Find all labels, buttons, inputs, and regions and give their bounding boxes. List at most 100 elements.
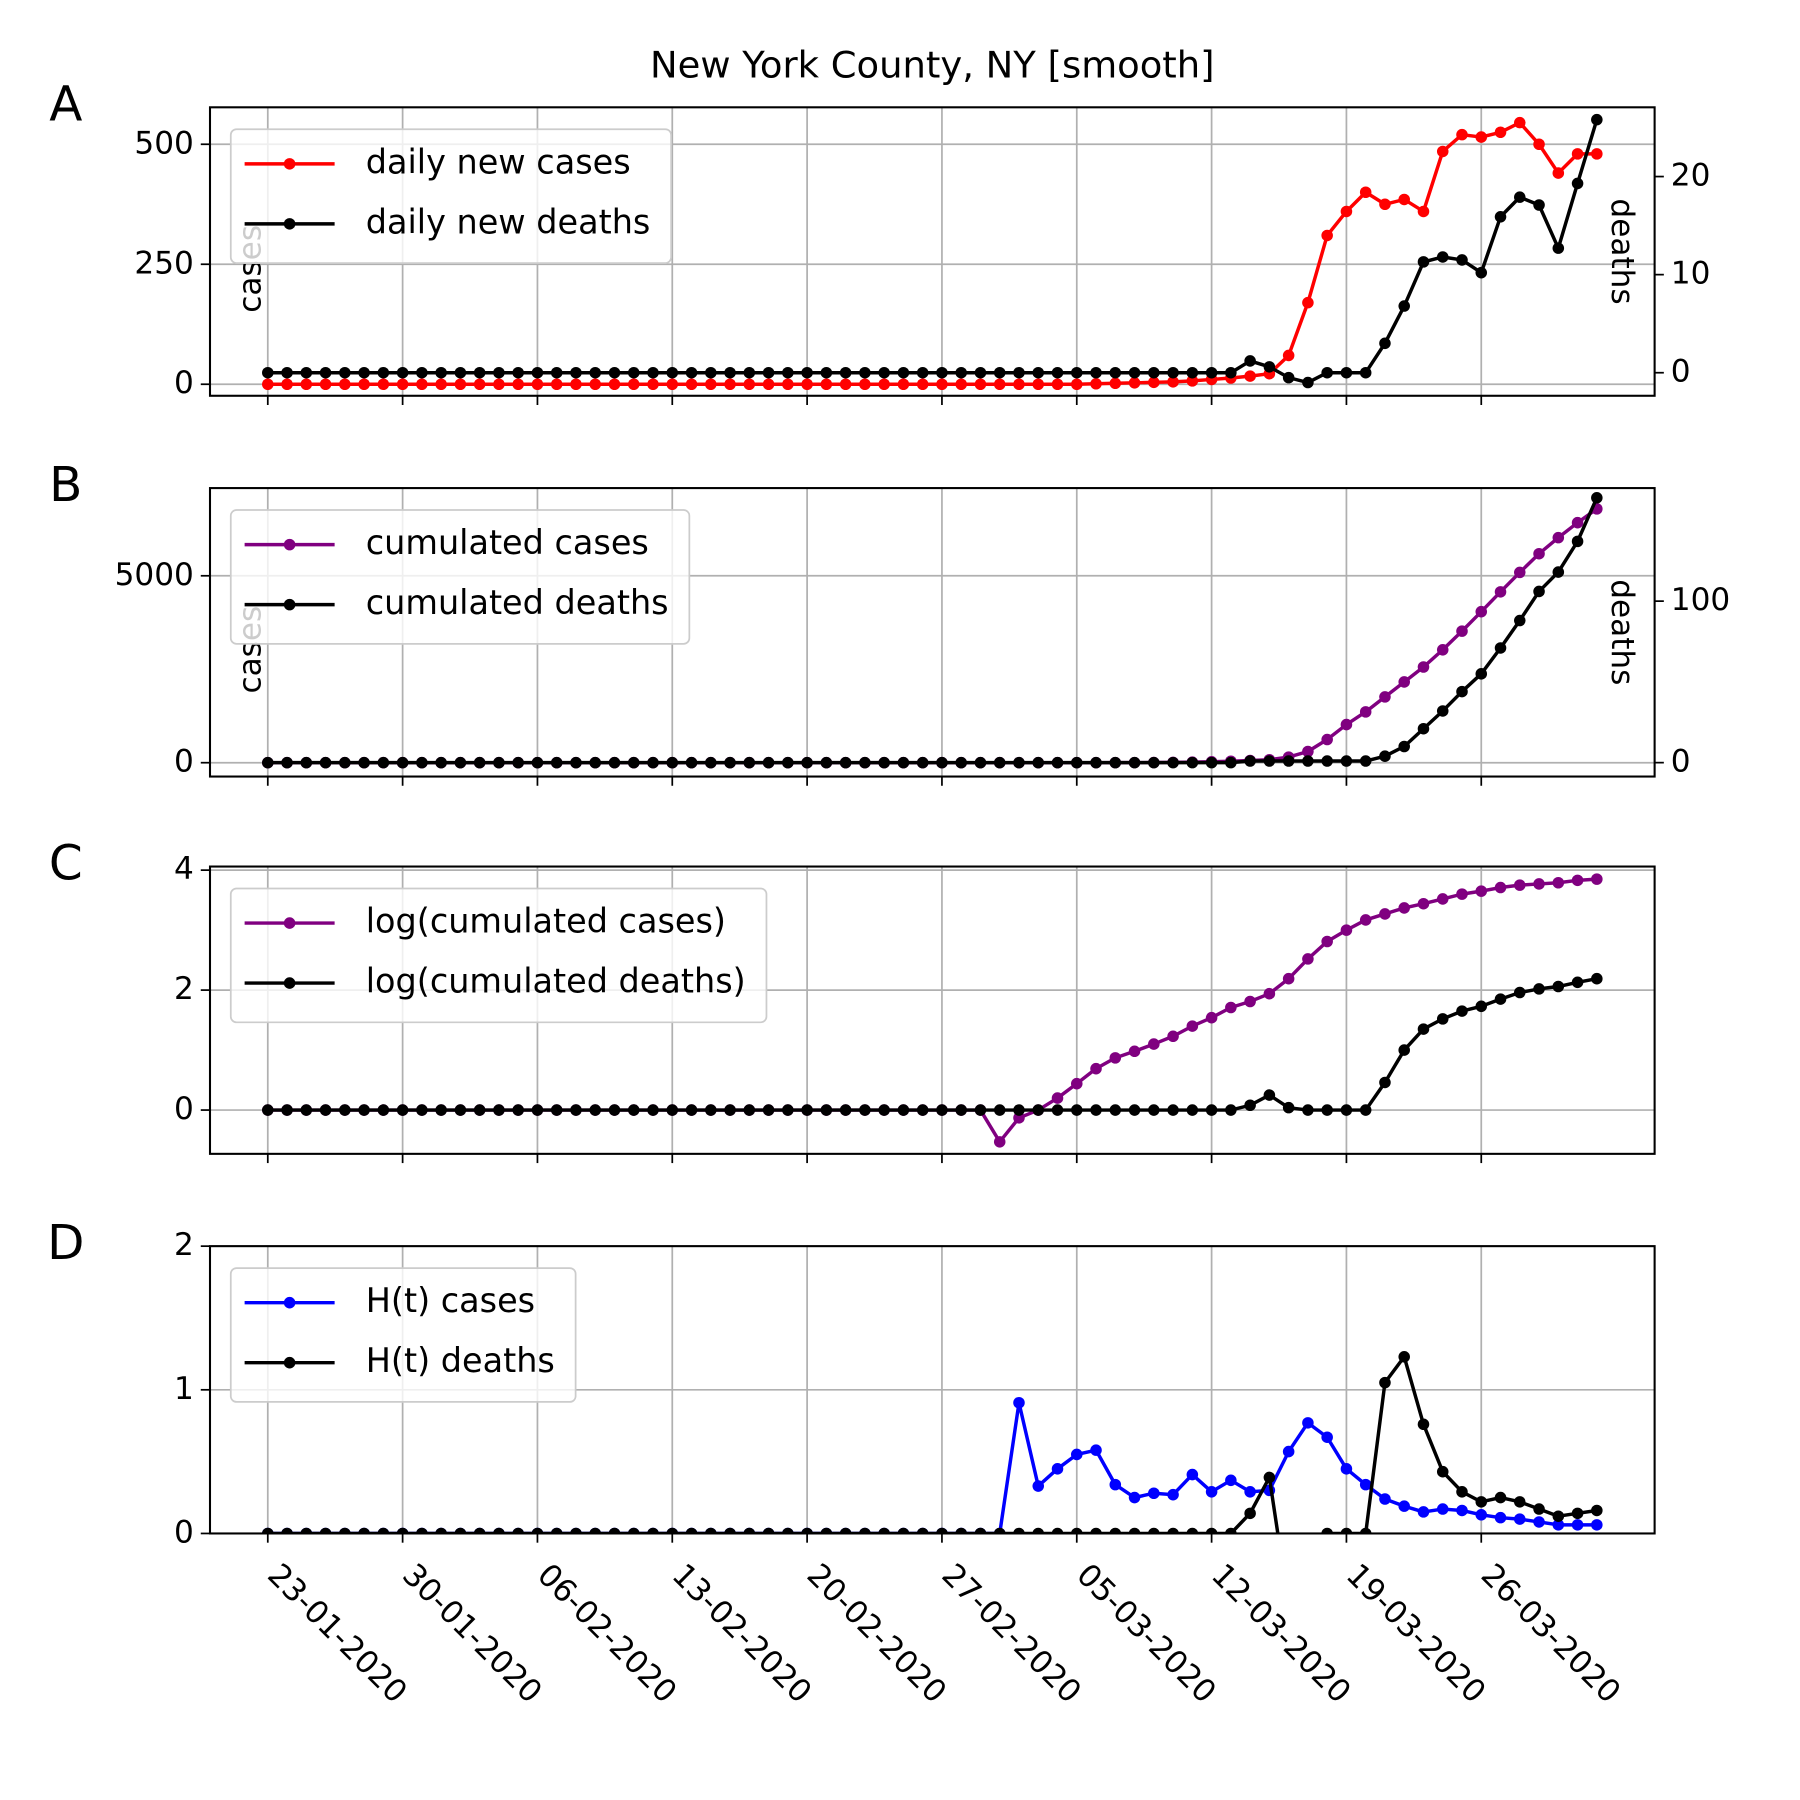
data-point — [1379, 1493, 1391, 1505]
data-point — [608, 1527, 621, 1534]
data-point — [339, 1104, 351, 1116]
data-point — [916, 756, 929, 769]
data-point — [1013, 1104, 1025, 1116]
data-point — [1225, 1104, 1237, 1116]
data-point — [724, 1527, 736, 1534]
data-point — [1225, 366, 1237, 379]
data-point — [1051, 1104, 1064, 1116]
data-point — [1552, 167, 1565, 179]
data-point — [1514, 1496, 1526, 1508]
data-point — [1417, 205, 1430, 218]
data-point — [762, 378, 775, 391]
data-point — [1244, 1099, 1256, 1112]
legend-marker — [283, 1296, 296, 1309]
y-tick-label: 0 — [174, 365, 194, 401]
legend-label: daily new deaths — [366, 202, 651, 241]
data-point — [550, 1104, 563, 1116]
data-point — [435, 366, 447, 379]
data-point — [1321, 366, 1333, 379]
plot-area — [262, 491, 1603, 769]
data-point — [1456, 625, 1468, 637]
data-point — [1051, 1463, 1064, 1475]
data-point — [1398, 300, 1410, 312]
data-point — [1071, 378, 1083, 391]
data-point — [1591, 873, 1603, 885]
data-point — [897, 378, 910, 391]
data-point — [1282, 1445, 1295, 1458]
data-point — [1494, 1491, 1507, 1504]
data-point — [724, 1104, 736, 1116]
y2-tick-label: 0 — [1671, 744, 1691, 780]
data-point — [608, 1104, 621, 1116]
data-point — [1321, 1431, 1333, 1443]
data-point — [762, 1104, 775, 1116]
data-point — [473, 378, 486, 391]
data-point — [1436, 893, 1449, 905]
data-point — [1417, 1506, 1430, 1518]
data-point — [1090, 1104, 1102, 1116]
data-point — [1359, 186, 1372, 199]
data-point — [1436, 705, 1449, 717]
data-point — [1282, 1101, 1295, 1114]
data-point — [1340, 1104, 1353, 1116]
data-point — [1417, 661, 1430, 673]
data-point — [1379, 750, 1391, 762]
y2-axis-label: deaths — [1604, 579, 1640, 685]
data-point — [377, 1104, 390, 1116]
data-point — [1205, 1527, 1218, 1534]
data-point — [416, 378, 428, 391]
data-point — [839, 756, 852, 769]
data-point — [1591, 148, 1603, 160]
legend-marker — [283, 598, 296, 611]
data-point — [416, 756, 428, 769]
data-point — [955, 1527, 967, 1534]
data-point — [1552, 1510, 1565, 1522]
data-point — [1263, 755, 1276, 767]
data-point — [1205, 1486, 1218, 1498]
data-point — [705, 1527, 717, 1534]
data-point — [705, 1104, 717, 1116]
data-point — [936, 366, 948, 379]
data-point — [1340, 1527, 1353, 1534]
data-point — [1436, 644, 1449, 656]
data-point — [1128, 377, 1141, 389]
series-line — [267, 497, 1599, 765]
data-point — [1340, 205, 1353, 218]
data-point — [1456, 1005, 1468, 1017]
legend-marker — [283, 218, 296, 230]
data-point — [974, 1104, 987, 1116]
data-point — [1167, 1527, 1179, 1534]
data-point — [724, 378, 736, 391]
data-point — [1552, 531, 1565, 544]
data-point — [550, 378, 563, 391]
data-point — [1552, 242, 1565, 254]
data-point — [1032, 366, 1045, 379]
data-point — [1302, 296, 1314, 309]
data-point — [1302, 755, 1314, 767]
data-point — [473, 1104, 486, 1116]
data-point — [1514, 1513, 1526, 1525]
data-point — [993, 1527, 1006, 1534]
data-point — [897, 1527, 910, 1534]
data-point — [531, 378, 544, 391]
data-point — [974, 366, 987, 379]
data-point — [1475, 1509, 1488, 1521]
data-point — [1514, 566, 1526, 579]
legend-label: cumulated cases — [366, 523, 649, 562]
data-point — [512, 366, 524, 379]
data-point — [743, 366, 756, 379]
data-point — [1475, 131, 1488, 143]
data-point — [1494, 881, 1507, 894]
data-point — [627, 1104, 640, 1116]
data-point — [281, 1527, 293, 1534]
series-line — [267, 1401, 1597, 1534]
data-point — [1591, 1504, 1603, 1517]
data-point — [820, 1104, 833, 1116]
data-point — [416, 366, 428, 379]
data-point — [782, 1527, 794, 1534]
data-point — [1186, 1020, 1199, 1032]
data-point — [416, 1527, 428, 1534]
data-point — [1244, 355, 1256, 367]
data-point — [627, 366, 640, 379]
legend-label: daily new cases — [366, 142, 631, 181]
